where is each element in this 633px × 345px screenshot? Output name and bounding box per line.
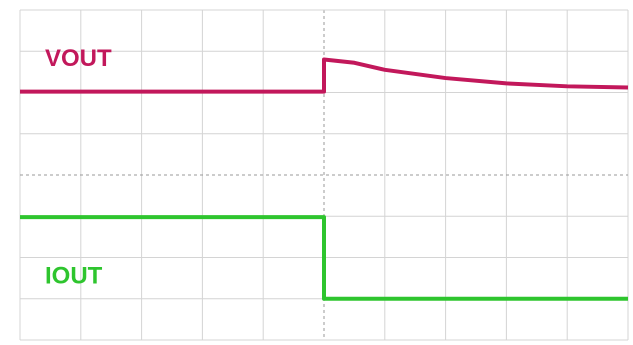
trace [20, 57, 629, 94]
trace-label: VOUT [45, 45, 112, 72]
trace-label: IOUT [45, 262, 103, 289]
trace [20, 215, 628, 301]
